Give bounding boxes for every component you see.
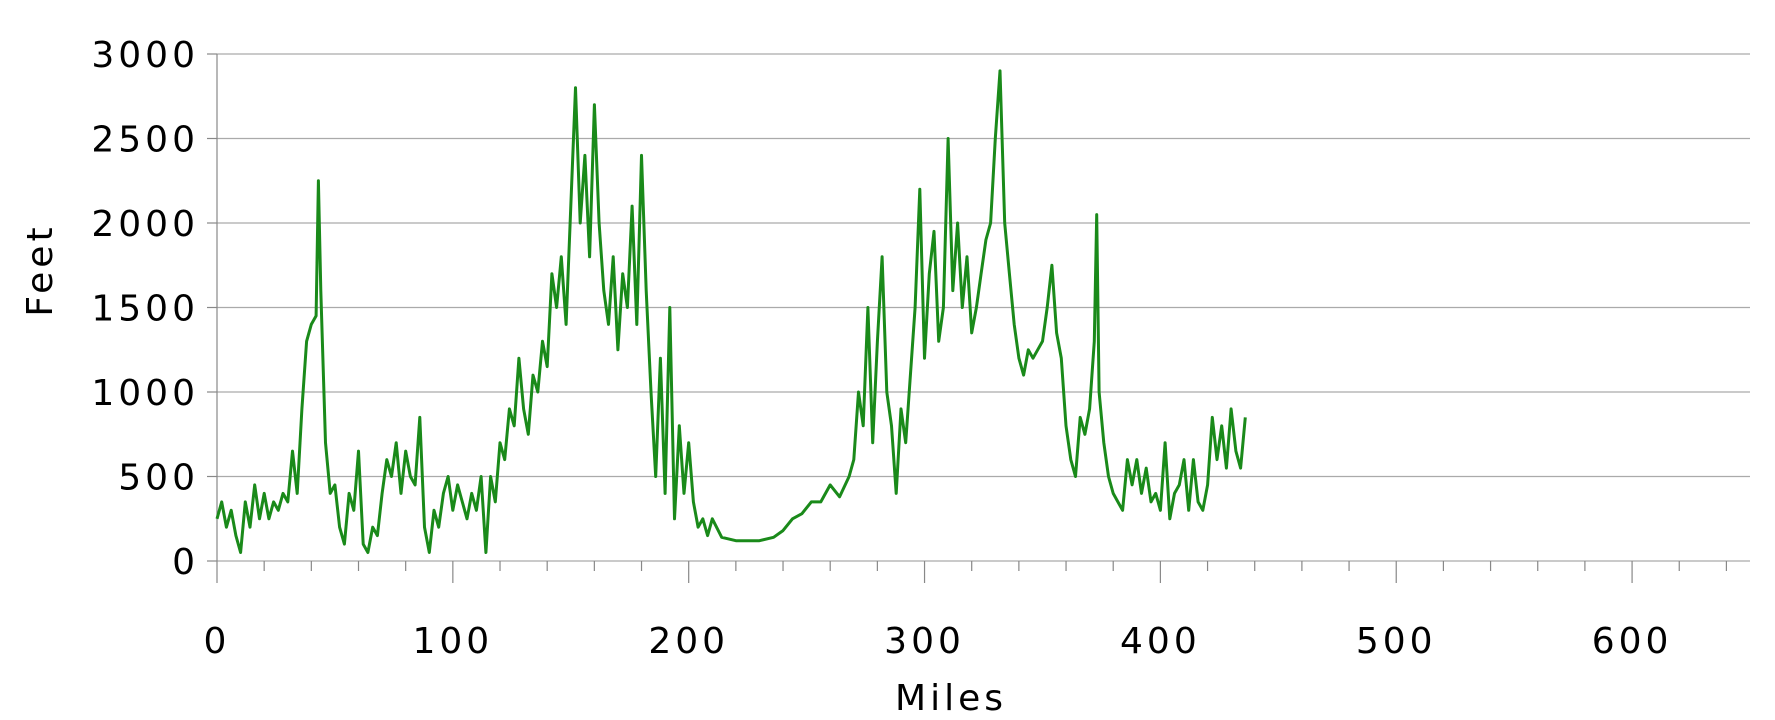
y-tick-label: 1500 bbox=[91, 289, 199, 330]
x-tick-label: 400 bbox=[1120, 621, 1201, 662]
x-tick-label: 0 bbox=[204, 621, 231, 662]
x-tick-label: 300 bbox=[884, 621, 965, 662]
y-tick-label: 2500 bbox=[91, 120, 199, 161]
y-tick-label: 0 bbox=[172, 542, 199, 583]
x-axis-label: Miles bbox=[895, 678, 1007, 719]
y-tick-label: 3000 bbox=[91, 35, 199, 76]
elevation-line bbox=[215, 69, 1247, 554]
x-tick-label: 500 bbox=[1356, 621, 1437, 662]
x-tick-label: 600 bbox=[1592, 621, 1673, 662]
y-tick-label: 1000 bbox=[91, 373, 199, 414]
y-tick-label: 2000 bbox=[91, 204, 199, 245]
x-tick-label: 100 bbox=[412, 621, 493, 662]
y-tick-label: 500 bbox=[118, 458, 199, 499]
y-axis-label: Feet bbox=[20, 223, 61, 316]
x-tick-label: 200 bbox=[648, 621, 729, 662]
